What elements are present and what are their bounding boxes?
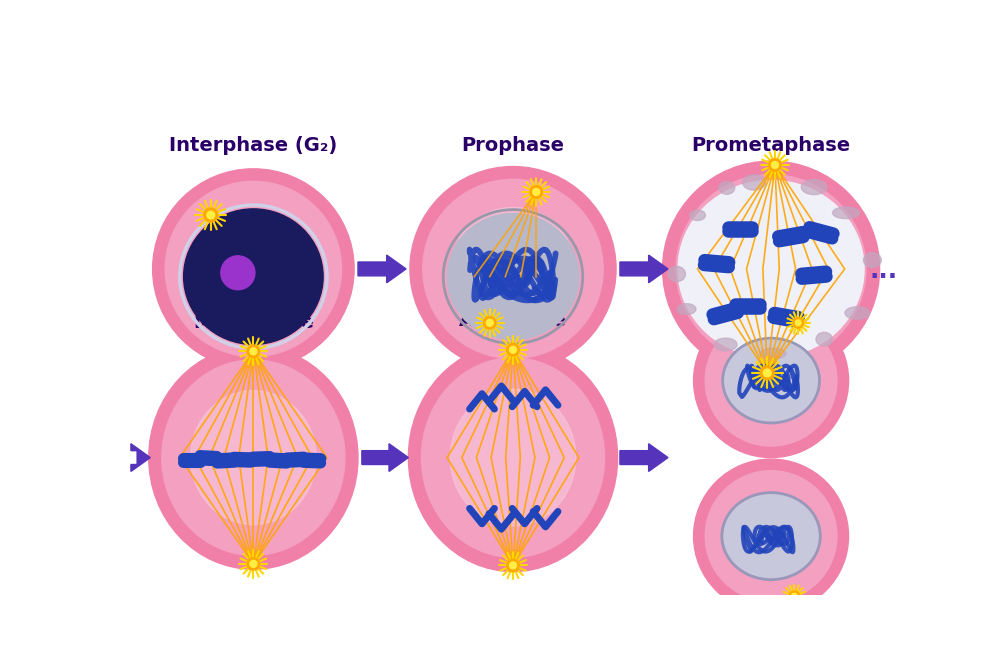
Ellipse shape: [165, 181, 341, 357]
Ellipse shape: [704, 471, 837, 601]
Ellipse shape: [408, 344, 617, 571]
Ellipse shape: [728, 494, 812, 579]
Ellipse shape: [845, 307, 869, 319]
Circle shape: [770, 161, 777, 169]
Circle shape: [762, 369, 770, 377]
Text: Prophase: Prophase: [461, 136, 564, 155]
Text: Telophase &
Cytokinesis: Telophase & Cytokinesis: [709, 242, 831, 282]
Ellipse shape: [446, 213, 579, 340]
Ellipse shape: [676, 304, 695, 314]
Ellipse shape: [704, 315, 837, 446]
Circle shape: [530, 186, 542, 198]
Ellipse shape: [693, 459, 848, 613]
Text: Prometaphase: Prometaphase: [691, 136, 850, 155]
Circle shape: [483, 316, 495, 329]
Ellipse shape: [724, 340, 816, 421]
Circle shape: [509, 347, 516, 353]
Text: Metaphase: Metaphase: [193, 313, 314, 332]
Ellipse shape: [662, 161, 879, 377]
Text: Interphase (G₂): Interphase (G₂): [170, 136, 337, 155]
Ellipse shape: [449, 389, 575, 526]
Circle shape: [221, 256, 255, 290]
Circle shape: [509, 562, 516, 569]
Ellipse shape: [184, 209, 323, 345]
Ellipse shape: [742, 175, 764, 190]
FancyArrow shape: [361, 444, 408, 472]
Ellipse shape: [863, 253, 881, 268]
FancyArrow shape: [619, 444, 667, 472]
Ellipse shape: [705, 204, 835, 334]
Ellipse shape: [689, 210, 705, 221]
Ellipse shape: [728, 339, 812, 423]
Ellipse shape: [450, 207, 575, 330]
Circle shape: [247, 345, 260, 357]
Ellipse shape: [713, 338, 736, 351]
Ellipse shape: [152, 169, 354, 369]
Circle shape: [247, 557, 260, 570]
Circle shape: [250, 561, 257, 567]
Circle shape: [507, 559, 519, 571]
Circle shape: [507, 344, 519, 356]
Ellipse shape: [422, 179, 603, 359]
Ellipse shape: [161, 360, 345, 555]
Ellipse shape: [667, 266, 685, 282]
Ellipse shape: [148, 346, 358, 569]
Circle shape: [485, 319, 492, 326]
Ellipse shape: [831, 207, 859, 219]
Ellipse shape: [421, 358, 604, 557]
FancyArrow shape: [130, 444, 150, 472]
Ellipse shape: [718, 181, 734, 194]
Circle shape: [207, 211, 215, 219]
Circle shape: [790, 593, 796, 599]
Circle shape: [792, 318, 802, 328]
FancyArrow shape: [358, 255, 405, 283]
Text: ...: ...: [869, 260, 897, 283]
Text: Anaphase: Anaphase: [458, 311, 567, 330]
Circle shape: [250, 348, 257, 355]
Circle shape: [759, 366, 773, 380]
FancyArrow shape: [619, 255, 667, 283]
Ellipse shape: [677, 181, 864, 357]
Ellipse shape: [191, 391, 316, 524]
Ellipse shape: [759, 348, 785, 359]
Ellipse shape: [193, 209, 314, 329]
Circle shape: [204, 208, 218, 222]
Ellipse shape: [800, 180, 826, 195]
Ellipse shape: [409, 167, 616, 371]
Circle shape: [794, 320, 800, 326]
Ellipse shape: [723, 494, 817, 578]
Circle shape: [533, 189, 540, 195]
Ellipse shape: [675, 175, 866, 363]
Circle shape: [768, 159, 780, 171]
Ellipse shape: [815, 332, 831, 346]
Ellipse shape: [693, 304, 848, 458]
Circle shape: [788, 591, 798, 601]
